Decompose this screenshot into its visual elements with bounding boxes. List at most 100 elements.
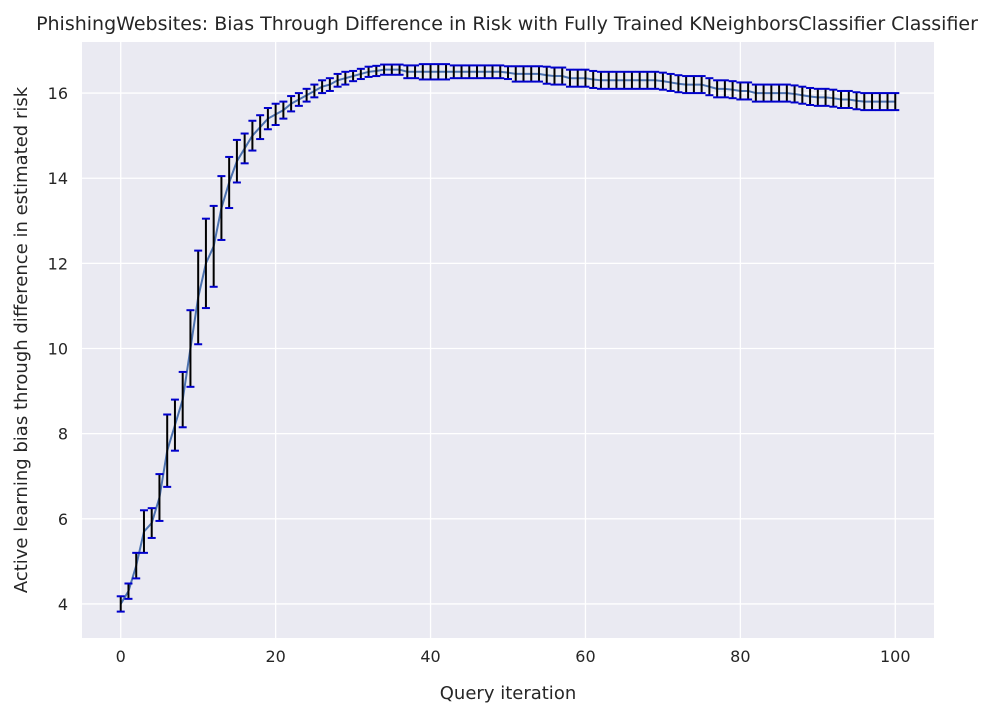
error-bar (333, 72, 342, 88)
error-bar (147, 507, 156, 539)
error-bar (643, 70, 652, 90)
error-bar (504, 65, 512, 81)
y-tick-label: 6 (58, 510, 68, 529)
error-bar (666, 72, 675, 92)
plot-area (82, 42, 934, 638)
error-bar (263, 106, 272, 131)
y-axis-label: Active learning bias through difference … (11, 86, 32, 593)
error-bar (356, 67, 365, 81)
error-bar (658, 71, 667, 91)
error-bar (488, 64, 497, 80)
error-bar (318, 79, 327, 95)
x-tick-label: 40 (420, 647, 440, 666)
error-bar (759, 83, 768, 103)
error-bar (248, 119, 257, 152)
error-bar (457, 64, 466, 80)
error-bar (325, 77, 334, 92)
error-bar (511, 65, 520, 83)
y-tick-label: 12 (48, 254, 68, 273)
error-bar (767, 83, 776, 103)
error-bar (860, 92, 869, 112)
error-bar (728, 80, 737, 100)
error-bar (589, 69, 598, 89)
y-tick-label: 16 (48, 84, 68, 103)
x-tick-label: 20 (265, 647, 285, 666)
error-bar (891, 92, 900, 112)
error-bar (782, 83, 791, 103)
error-bar (194, 249, 203, 346)
error-bar (837, 89, 846, 109)
error-bar (790, 84, 799, 104)
error-bar (411, 64, 420, 80)
error-bar (736, 81, 745, 101)
error-bar (209, 204, 218, 288)
error-bar (155, 473, 164, 522)
error-bar (883, 92, 892, 112)
error-bar (705, 77, 714, 97)
error-bar (852, 91, 861, 111)
error-bar (635, 70, 644, 90)
x-tick-label: 60 (575, 647, 595, 666)
error-bar (775, 83, 784, 103)
error-bar (341, 70, 350, 86)
error-bar (868, 92, 877, 112)
error-bar (186, 309, 195, 388)
error-bar (542, 65, 551, 85)
error-bar (674, 74, 683, 94)
error-bar (651, 70, 660, 90)
x-axis-label: Query iteration (440, 683, 576, 704)
error-bar (302, 87, 311, 103)
error-bar (364, 65, 373, 78)
error-bar (573, 68, 582, 88)
error-bar (465, 64, 474, 80)
error-bar (294, 92, 303, 107)
error-bar (201, 217, 210, 310)
error-bar (550, 66, 559, 86)
error-bar (627, 70, 636, 90)
error-bar (527, 65, 536, 83)
error-bar (496, 64, 505, 80)
error-bar (139, 509, 148, 554)
error-bar (813, 87, 822, 107)
error-bar (697, 75, 706, 95)
error-bar (682, 75, 691, 95)
error-bar (418, 63, 427, 81)
error-bar (720, 79, 729, 99)
y-tick-label: 8 (58, 425, 68, 444)
error-bar (403, 64, 412, 80)
error-bar (178, 370, 187, 429)
error-bar (395, 63, 404, 76)
chart-title: PhishingWebsites: Bias Through Differenc… (36, 13, 978, 35)
error-bar (380, 63, 389, 76)
y-tick-label: 10 (48, 340, 68, 359)
error-bar (434, 63, 443, 81)
error-bar (170, 398, 179, 452)
error-bar (256, 114, 265, 141)
error-bar (829, 88, 838, 108)
error-bar (519, 65, 528, 83)
error-bar (689, 75, 698, 95)
x-tick-label: 100 (880, 647, 911, 666)
error-bar (581, 68, 590, 88)
error-bar (449, 64, 458, 80)
error-bar (844, 89, 853, 109)
error-bar (387, 63, 396, 76)
error-bar (310, 83, 319, 99)
error-bar (225, 155, 234, 210)
error-bar (620, 70, 629, 90)
error-bar (612, 70, 621, 90)
error-bar (751, 83, 760, 103)
error-bar (426, 63, 435, 81)
error-bar (565, 68, 574, 88)
error-bar (798, 85, 807, 105)
error-bar (806, 86, 815, 107)
error-bar (232, 138, 241, 184)
error-bar (821, 87, 830, 107)
error-bar (604, 70, 613, 90)
error-bar (349, 69, 358, 83)
error-bar (217, 175, 226, 241)
error-bar (271, 102, 280, 127)
error-bars (116, 63, 900, 613)
error-bar (480, 64, 489, 80)
error-bar (875, 92, 884, 112)
